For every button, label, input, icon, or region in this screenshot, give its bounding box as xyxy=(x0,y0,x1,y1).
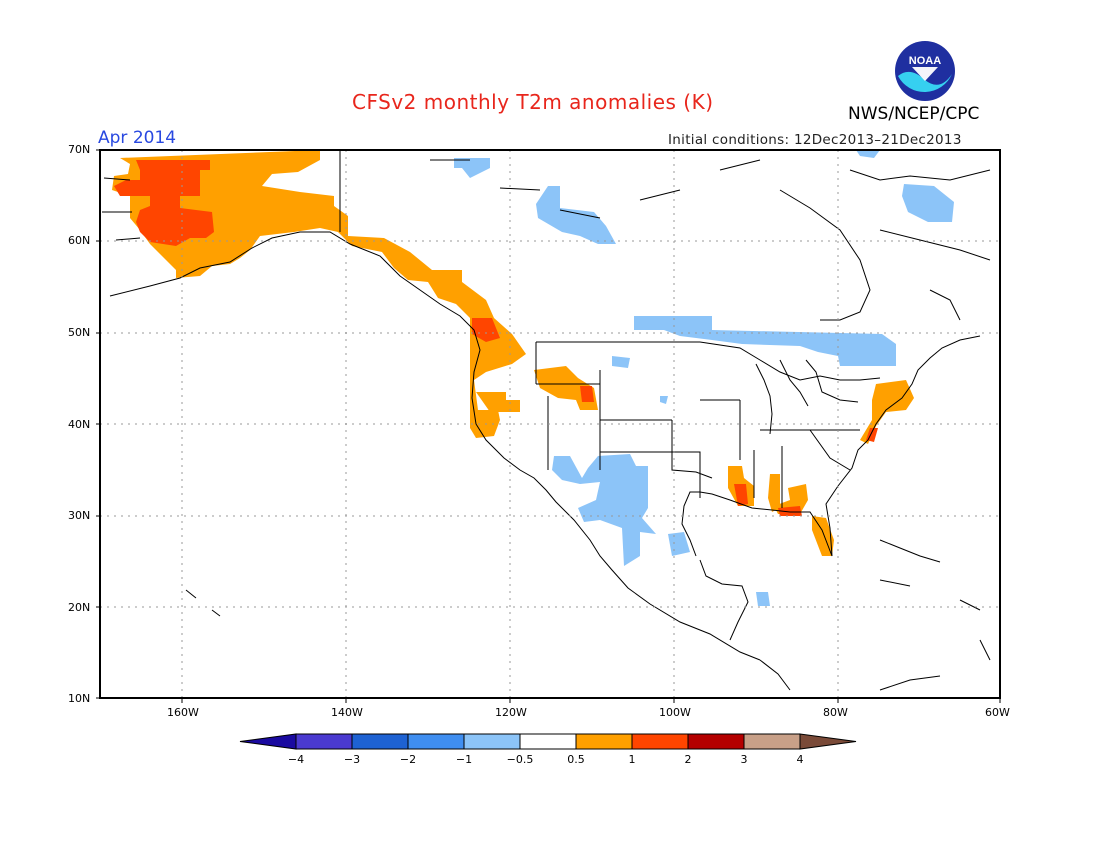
colorbar-label: 4 xyxy=(797,753,804,766)
warm-anomaly-alaska xyxy=(112,150,526,438)
lat-label: 40N xyxy=(68,418,91,431)
forecast-month: Apr 2014 xyxy=(98,128,177,148)
lat-label: 70N xyxy=(68,143,91,156)
colorbar-segment xyxy=(687,733,745,750)
colorbar-label: −1 xyxy=(456,753,472,766)
colorbar-segment xyxy=(575,733,633,750)
lon-label: 140W xyxy=(331,706,363,719)
lat-label: 10N xyxy=(68,692,91,705)
colorbar-segment xyxy=(351,733,409,750)
noaa-logo: NOAA xyxy=(895,41,955,101)
colorbar-label: −4 xyxy=(288,753,304,766)
logo-text: NOAA xyxy=(909,55,941,67)
colorbar-label: −2 xyxy=(400,753,416,766)
graticule xyxy=(100,150,1000,698)
colorbar-segment xyxy=(631,733,689,750)
colorbar-label: 1 xyxy=(629,753,636,766)
lat-label: 60N xyxy=(68,234,91,247)
lon-label: 160W xyxy=(167,706,199,719)
colorbar-segment xyxy=(407,733,465,750)
colorbar-label: 3 xyxy=(741,753,748,766)
coastlines xyxy=(102,150,991,691)
colorbar-label: −3 xyxy=(344,753,360,766)
colorbar-segment xyxy=(519,733,577,750)
lon-label: 80W xyxy=(823,706,848,719)
lat-label: 20N xyxy=(68,601,91,614)
initial-conditions: Initial conditions: 12Dec2013–21Dec2013 xyxy=(668,132,962,148)
lat-label: 30N xyxy=(68,509,91,522)
lat-label: 50N xyxy=(68,326,91,339)
lon-label: 100W xyxy=(659,706,691,719)
colorbar-segment xyxy=(295,733,353,750)
colorbar-segment xyxy=(463,733,521,750)
colorbar-label: −0.5 xyxy=(507,753,534,766)
colorbar-label: 2 xyxy=(685,753,692,766)
lon-label: 60W xyxy=(985,706,1010,719)
warm-anomaly-alaska-strong xyxy=(114,160,500,342)
map-title: CFSv2 monthly T2m anomalies (K) xyxy=(352,90,714,114)
lon-label: 120W xyxy=(495,706,527,719)
colorbar-label: 0.5 xyxy=(567,753,585,766)
colorbar-min-arrow xyxy=(239,733,297,750)
colorbar-max-arrow xyxy=(799,733,857,750)
colorbar-segment xyxy=(743,733,801,750)
agency-label: NWS/NCEP/CPC xyxy=(848,104,980,124)
cool-anomaly xyxy=(454,150,954,606)
